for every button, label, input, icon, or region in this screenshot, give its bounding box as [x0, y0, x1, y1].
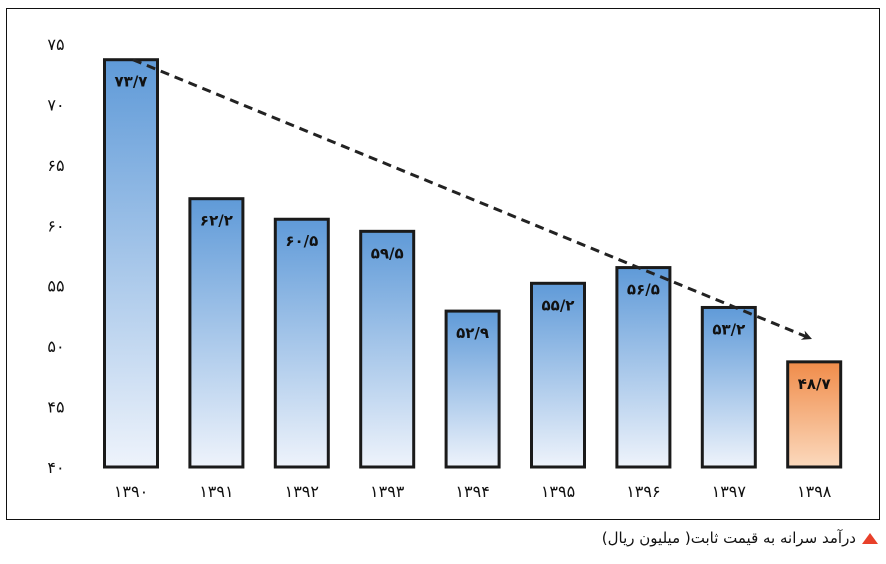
y-tick-label: ۶۵	[47, 156, 64, 175]
bar	[786, 360, 843, 469]
bar-data-label: ۶۲/۲	[200, 212, 233, 230]
bar-data-label: ۵۹/۵	[371, 244, 404, 262]
bar-data-label: ۵۲/۹	[456, 324, 489, 342]
x-tick-label: ۱۳۹۷	[712, 482, 747, 501]
bar	[615, 266, 672, 469]
y-tick-label: ۷۰	[47, 95, 64, 114]
trend-arrow	[132, 58, 812, 340]
x-tick-label: ۱۳۹۰	[114, 482, 148, 501]
bar	[359, 229, 416, 469]
caption-text: درآمد سرانه به قیمت ثابت( میلیون ریال)	[601, 529, 856, 547]
x-tick-label: ۱۳۹۶	[626, 482, 660, 501]
x-tick-label: ۱۳۹۵	[541, 482, 575, 501]
bar	[188, 197, 245, 469]
x-tick-label: ۱۳۹۴	[455, 482, 489, 501]
chart-caption: درآمد سرانه به قیمت ثابت( میلیون ریال)	[602, 526, 878, 550]
bar-chart: ۴۰ ۴۵ ۵۰ ۵۵ ۶۰ ۶۵ ۷۰ ۷۵ ۷۳/۷ ۱۳۹۰ ۶۲/۲ ۱۳۹۱ ۶۰/۵ ۱۳۹۲…	[47, 35, 843, 501]
y-tick-label: ۴۵	[47, 398, 64, 417]
bar	[444, 309, 501, 469]
y-tick-label: ۵۰	[47, 337, 64, 356]
bar-data-label: ۵۳/۲	[712, 320, 745, 338]
bar-data-label: ۶۰/۵	[285, 232, 318, 250]
bar-data-label: ۷۳/۷	[115, 73, 148, 91]
x-tick-label: ۱۳۹۸	[797, 482, 832, 501]
bar-data-label: ۴۸/۷	[798, 375, 831, 393]
bar-data-label: ۵۵/۲	[542, 296, 575, 314]
x-tick-label: ۱۳۹۱	[199, 482, 233, 501]
x-tick-label: ۱۳۹۲	[285, 482, 319, 501]
bar	[530, 281, 586, 469]
bar-data-label: ۵۶/۵	[627, 281, 660, 299]
caption-triangle-icon	[862, 532, 878, 544]
y-tick-label: ۴۰	[47, 458, 64, 477]
y-tick-label: ۵۵	[47, 277, 64, 296]
bar	[700, 305, 757, 469]
x-tick-label: ۱۳۹۳	[370, 482, 405, 501]
bar	[273, 217, 330, 469]
bar	[103, 58, 159, 469]
y-tick-label: ۷۵	[47, 35, 64, 54]
y-tick-label: ۶۰	[47, 216, 64, 235]
